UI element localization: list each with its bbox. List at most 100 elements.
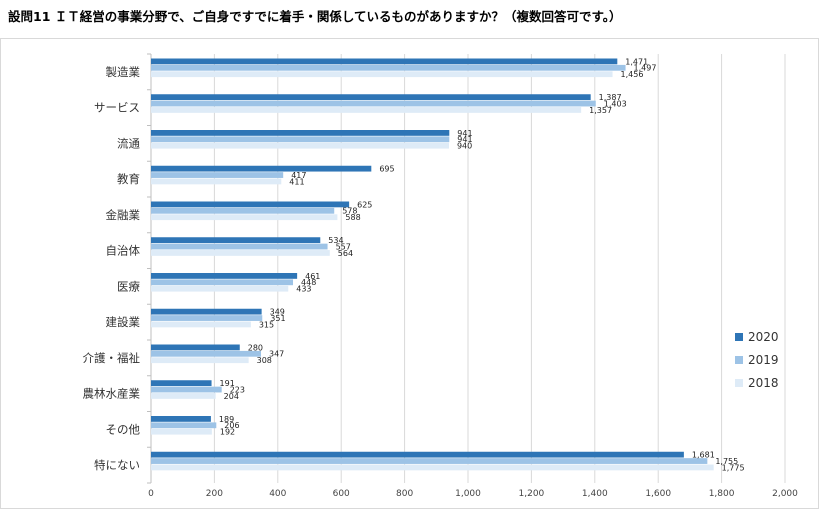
data-label: 1,471 [625,57,648,66]
data-label: 1,357 [589,106,612,115]
data-label: 192 [220,428,235,437]
bar-2019 [151,422,217,429]
bar-2018 [151,107,582,113]
data-label: 280 [248,343,263,352]
x-tick-label: 2,000 [772,489,798,499]
bar-2018 [151,142,449,149]
bar-2018 [151,464,714,471]
x-tick-label: 800 [396,489,413,499]
x-tick-label: 600 [333,489,350,499]
bar-2020 [151,416,211,422]
data-label: 557 [336,242,351,251]
bar-2019 [151,64,626,71]
bar-2019 [151,243,328,250]
x-tick-label: 1,400 [582,489,608,499]
category-label: 教育 [117,172,140,186]
data-label: 1,456 [621,70,644,79]
data-label: 308 [257,356,272,365]
x-tick-label: 1,200 [519,489,545,499]
data-label: 578 [342,207,357,216]
bar-2020 [151,451,684,458]
bar-2018 [151,428,212,435]
bar-2019 [151,315,263,321]
bar-2018 [151,178,282,185]
data-label: 1,681 [692,451,715,460]
bar-2018 [151,214,338,221]
x-tick-label: 0 [148,489,154,499]
legend-label: 2019 [748,353,779,367]
data-label: 206 [224,421,239,430]
category-label: 特にない [94,458,140,472]
data-label: 564 [338,249,353,258]
bar-2019 [151,279,294,286]
bar-2019 [151,386,222,393]
bar-2019 [151,172,284,178]
x-tick-label: 200 [206,489,223,499]
category-label: 介護・福祉 [83,351,141,365]
category-label: 医療 [117,279,140,293]
data-label: 411 [289,177,304,186]
category-label: 金融業 [106,208,141,222]
data-label: 351 [270,314,285,323]
data-label: 941 [457,135,472,144]
bar-2020 [151,165,372,172]
bar-2018 [151,285,289,292]
x-tick-label: 400 [269,489,286,499]
data-label: 433 [296,285,311,294]
data-label: 941 [457,129,472,138]
data-label: 940 [457,142,472,151]
data-label: 1,497 [634,64,657,73]
bar-2018 [151,71,613,78]
data-label: 349 [270,308,285,317]
data-label: 695 [379,165,394,174]
data-label: 1,387 [599,93,622,102]
page-title: 設問11 ＩＴ経営の事業分野で、ご自身ですでに着手・関係しているものがありますか… [8,9,622,24]
bar-2020 [151,130,450,136]
bar-2020 [151,237,321,244]
data-label: 191 [220,379,235,388]
data-label: 1,775 [722,463,745,472]
legend-swatch [735,379,743,387]
bar-2020 [151,273,298,279]
data-label: 347 [269,350,284,359]
x-tick-label: 1,800 [709,489,735,499]
bar-2018 [151,321,251,328]
data-label: 417 [291,171,306,180]
data-label: 1,403 [604,99,627,108]
data-label: 588 [345,213,360,222]
category-label: サービス [94,101,140,115]
data-label: 315 [259,320,274,329]
bar-2018 [151,250,330,256]
category-label: その他 [106,422,141,436]
legend-label: 2018 [748,376,779,390]
data-label: 534 [328,236,343,245]
bar-2018 [151,393,216,399]
bar-2019 [151,100,596,107]
category-label: 農林水産業 [83,387,141,401]
bar-2019 [151,136,450,143]
bar-2020 [151,201,350,208]
category-label: 建設業 [106,315,141,329]
category-label: 自治体 [106,244,141,258]
data-label: 189 [219,415,234,424]
data-label: 461 [305,272,320,281]
bar-2020 [151,380,212,387]
bar-2018 [151,357,249,364]
legend-label: 2020 [748,330,779,344]
bar-2019 [151,458,708,464]
legend-swatch [735,356,743,364]
legend-swatch [735,333,743,341]
x-tick-label: 1,000 [455,489,481,499]
plot-frame [0,38,819,509]
data-label: 204 [224,392,239,401]
bar-2020 [151,308,262,315]
category-label: 流通 [117,136,140,150]
data-label: 223 [230,385,245,394]
category-label: 製造業 [106,65,141,79]
x-tick-label: 1,600 [645,489,671,499]
bar-2020 [151,94,591,101]
data-label: 448 [301,278,316,287]
bar-2019 [151,207,335,214]
